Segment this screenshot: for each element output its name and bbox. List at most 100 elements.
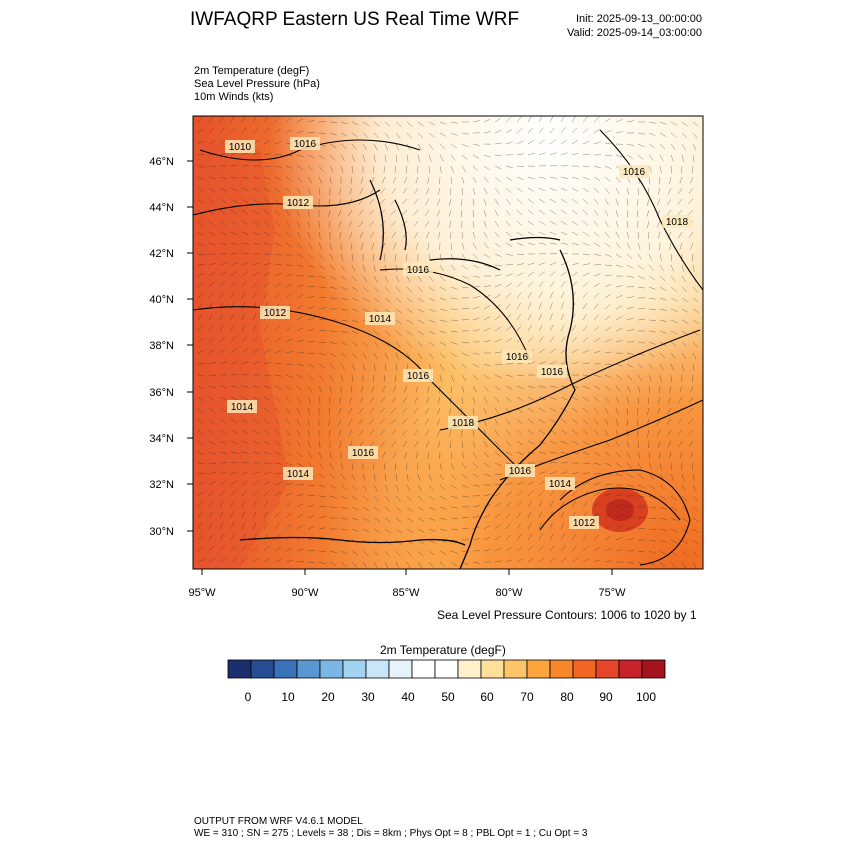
wind-barb bbox=[263, 418, 270, 424]
wind-barb bbox=[230, 348, 237, 354]
wind-barb bbox=[637, 516, 646, 519]
wind-barb bbox=[241, 281, 247, 288]
wind-barb bbox=[582, 418, 589, 425]
wind-barb bbox=[593, 303, 599, 310]
wind-barb bbox=[358, 418, 364, 425]
wind-barb bbox=[472, 473, 480, 478]
wind-barb bbox=[648, 363, 654, 370]
wind-barb bbox=[626, 440, 630, 448]
wind-barb bbox=[692, 506, 699, 512]
wind-barb bbox=[360, 242, 364, 250]
wind-barb bbox=[380, 396, 386, 403]
wind-barb bbox=[637, 462, 643, 470]
wind-barb bbox=[688, 440, 694, 447]
wind-barb bbox=[538, 281, 544, 288]
wind-barb bbox=[413, 220, 419, 227]
isobar-label-bg bbox=[537, 365, 567, 378]
wind-barb bbox=[384, 275, 389, 283]
wind-barb bbox=[516, 231, 523, 237]
wind-barb bbox=[483, 503, 491, 508]
wind-barb bbox=[505, 534, 512, 541]
wind-barb bbox=[549, 127, 555, 134]
wind-barb bbox=[373, 264, 376, 272]
lon-label: 90°W bbox=[291, 587, 319, 599]
wind-barb bbox=[208, 558, 216, 563]
wind-barb bbox=[549, 220, 557, 225]
wind-barb bbox=[351, 495, 358, 501]
wind-barb bbox=[681, 275, 686, 283]
isobar-label-bg bbox=[365, 312, 395, 325]
wind-barb bbox=[373, 506, 380, 512]
wind-barb bbox=[483, 220, 487, 228]
wind-barb bbox=[472, 317, 480, 321]
wind-barb bbox=[626, 329, 634, 332]
isobar-label-bg bbox=[619, 165, 649, 178]
wind-barb bbox=[348, 418, 353, 426]
wind-barb bbox=[571, 348, 579, 354]
wind-barb bbox=[401, 209, 408, 216]
wind-barb bbox=[197, 242, 205, 247]
wind-barb bbox=[219, 361, 227, 365]
wind-barb bbox=[359, 396, 364, 404]
wind-barb bbox=[318, 484, 326, 488]
wind-barb bbox=[571, 220, 578, 226]
wind-barb bbox=[307, 374, 314, 380]
wind-barb bbox=[439, 319, 447, 322]
wind-barb bbox=[692, 539, 699, 545]
wind-barb bbox=[549, 242, 557, 245]
wind-barb bbox=[494, 187, 500, 194]
wind-barb bbox=[241, 440, 249, 445]
wind-barb bbox=[219, 139, 226, 145]
wind-barb bbox=[368, 418, 375, 425]
wind-barb bbox=[351, 484, 357, 491]
wind-barb bbox=[505, 523, 511, 530]
wind-barb bbox=[549, 253, 558, 255]
wind-barb bbox=[318, 561, 326, 565]
colorbar-tick-label: 80 bbox=[560, 690, 574, 704]
wind-barb bbox=[549, 545, 555, 552]
wind-barb bbox=[373, 495, 379, 502]
wind-barb bbox=[263, 490, 270, 497]
isobar-label: 1018 bbox=[666, 217, 689, 228]
wind-barb bbox=[362, 473, 366, 481]
wind-barb bbox=[395, 330, 402, 336]
wind-barb bbox=[593, 253, 601, 256]
wind-barb bbox=[340, 561, 347, 567]
wind-barb bbox=[626, 484, 634, 487]
wind-barb bbox=[656, 198, 661, 206]
wind-barb bbox=[406, 341, 412, 348]
wind-barb bbox=[230, 324, 235, 332]
wind-barb bbox=[483, 396, 488, 404]
wind-barb bbox=[505, 303, 511, 310]
wind-barb bbox=[538, 385, 546, 388]
wind-barb bbox=[646, 209, 650, 217]
wind-barb bbox=[437, 231, 441, 239]
wind-barb bbox=[241, 511, 245, 519]
wind-barb bbox=[549, 451, 557, 454]
wind-barb bbox=[307, 537, 315, 541]
wind-barb bbox=[604, 524, 611, 530]
lat-label: 34°N bbox=[149, 433, 174, 445]
wind-barb bbox=[406, 484, 411, 492]
wind-barb bbox=[417, 528, 425, 533]
wind-barb bbox=[505, 559, 513, 563]
wind-barb bbox=[472, 484, 480, 487]
wind-barb bbox=[593, 282, 600, 288]
wind-barb bbox=[439, 275, 446, 281]
wind-barb bbox=[681, 132, 688, 139]
wind-barb bbox=[483, 340, 491, 343]
wind-barb bbox=[428, 154, 432, 162]
warm-plains bbox=[193, 140, 290, 569]
wind-barb bbox=[379, 209, 386, 215]
wind-barb bbox=[637, 286, 645, 289]
wind-barb bbox=[505, 117, 512, 123]
isobar-label: 1016 bbox=[407, 265, 430, 276]
wind-barb bbox=[527, 557, 534, 563]
wind-barb bbox=[439, 550, 447, 555]
wind-barb bbox=[340, 352, 347, 358]
wind-barb bbox=[571, 545, 577, 552]
wind-barb bbox=[318, 307, 326, 310]
wind-barb bbox=[648, 308, 657, 310]
wind-barb bbox=[439, 154, 444, 162]
wind-barb bbox=[219, 262, 227, 266]
